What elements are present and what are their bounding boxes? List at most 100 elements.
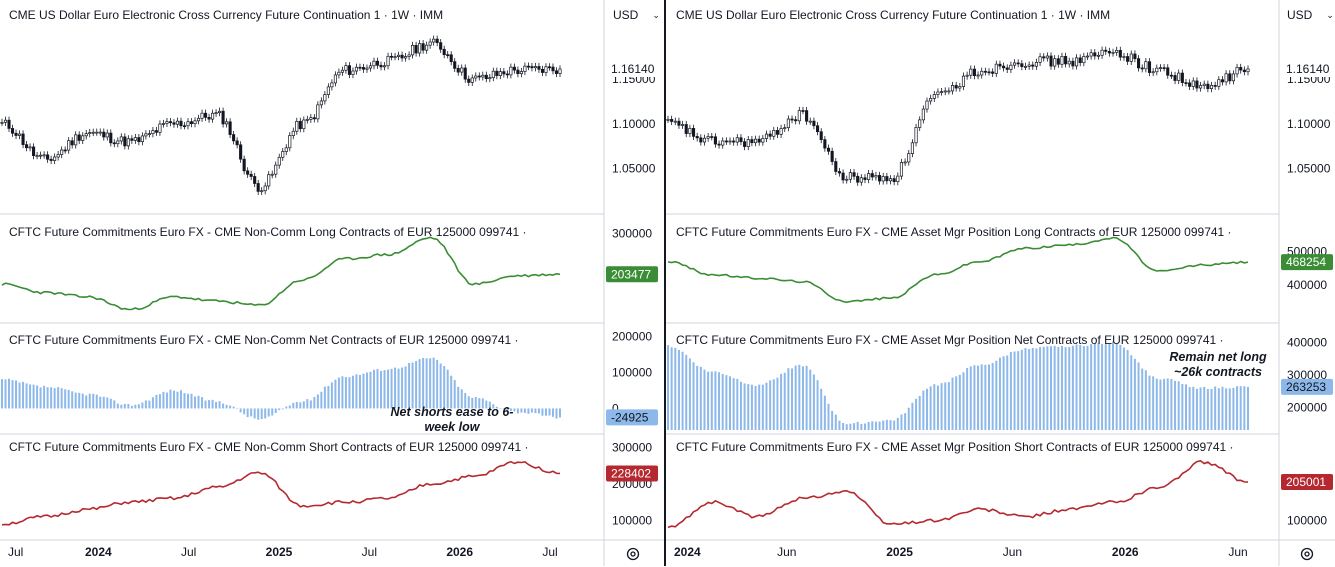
price-candle <box>1031 64 1035 67</box>
price-candle <box>154 130 158 133</box>
price-candle <box>3 119 8 123</box>
price-candle <box>309 117 313 120</box>
price-candle <box>1053 58 1057 67</box>
left-short-title: CFTC Future Commitments Euro FX - CME No… <box>9 440 529 454</box>
net-bar <box>1159 379 1162 430</box>
right-currency-selector[interactable]: USD ⌄ <box>1287 8 1334 22</box>
right-long-tick-label: 400000 <box>1287 278 1327 292</box>
price-candle <box>512 66 516 71</box>
price-candle <box>509 66 513 76</box>
price-candle <box>60 149 64 155</box>
net-bar <box>130 405 133 409</box>
price-candle <box>837 171 841 174</box>
net-bar <box>271 408 274 416</box>
price-candle <box>1104 49 1108 52</box>
price-candle <box>491 70 495 78</box>
price-candle <box>925 100 929 110</box>
net-bar <box>1046 346 1049 430</box>
net-bar <box>348 377 351 409</box>
price-candle <box>1206 83 1210 89</box>
net-bar <box>257 408 260 420</box>
left-settings-gear-icon[interactable] <box>625 546 641 562</box>
net-bar <box>863 423 866 430</box>
net-bar <box>856 421 859 430</box>
net-bar <box>102 396 105 409</box>
price-candle <box>84 133 88 137</box>
price-candle <box>1005 67 1009 70</box>
net-bar <box>74 392 77 409</box>
price-candle <box>516 69 520 75</box>
price-candle <box>710 136 714 138</box>
price-candle <box>179 120 183 127</box>
net-bar <box>911 402 914 430</box>
net-bar <box>190 393 193 409</box>
price-candle <box>867 173 871 180</box>
net-bar <box>765 382 768 430</box>
net-bar <box>915 398 918 430</box>
net-bar <box>1239 386 1242 430</box>
net-bar <box>1228 388 1231 430</box>
net-bar <box>36 385 39 409</box>
price-candle <box>249 173 253 177</box>
price-candle <box>414 45 418 54</box>
net-bar <box>464 393 467 409</box>
net-bar <box>1206 389 1209 430</box>
left-net-annotation: Net shorts ease to 6-week low <box>390 405 514 434</box>
price-candle <box>761 138 765 143</box>
net-bar <box>933 384 936 430</box>
net-bar <box>718 372 721 430</box>
right-price-tick-label: 1.10000 <box>1287 117 1331 131</box>
net-bar <box>1108 343 1111 430</box>
net-bar <box>710 371 713 430</box>
price-candle <box>1147 61 1152 73</box>
net-bar <box>376 368 379 409</box>
price-candle <box>805 110 809 122</box>
price-candle <box>1038 56 1042 63</box>
price-candle <box>1107 50 1111 54</box>
price-candle <box>1166 67 1170 76</box>
right-settings-gear-icon[interactable] <box>1299 546 1315 562</box>
price-candle <box>267 174 271 187</box>
price-candle <box>695 136 699 139</box>
price-candle <box>764 133 769 139</box>
net-bar <box>246 408 249 418</box>
price-candle <box>105 132 109 138</box>
net-bar <box>116 403 119 409</box>
price-candle <box>298 120 302 130</box>
net-bar <box>453 380 456 409</box>
chevron-down-icon: ⌄ <box>1326 9 1334 20</box>
price-candle <box>270 173 274 176</box>
price-candle <box>207 117 211 120</box>
left-price-title: CME US Dollar Euro Electronic Cross Curr… <box>9 8 444 22</box>
price-candle <box>382 65 387 68</box>
price-candle <box>484 74 488 80</box>
net-bar <box>1133 358 1136 430</box>
chevron-down-icon: ⌄ <box>652 9 660 20</box>
net-bar <box>823 395 826 430</box>
price-candle <box>1012 62 1017 66</box>
net-bar <box>1112 341 1115 430</box>
price-candle <box>365 67 369 70</box>
net-bar <box>1122 347 1125 430</box>
price-candle <box>1111 51 1115 54</box>
price-candle <box>95 131 99 134</box>
price-candle <box>330 82 334 88</box>
net-bar <box>404 366 407 409</box>
net-bar <box>432 357 435 409</box>
left-currency-selector[interactable]: USD ⌄ <box>613 8 660 22</box>
price-candle <box>940 91 944 93</box>
net-bar <box>527 408 530 414</box>
net-bar <box>1028 349 1031 430</box>
net-bar <box>127 403 130 409</box>
net-bar <box>885 419 888 430</box>
price-candle <box>885 176 889 182</box>
price-candle <box>728 140 732 143</box>
price-candle <box>1228 73 1232 82</box>
net-bar <box>798 364 801 430</box>
price-candle <box>666 118 670 121</box>
net-bar <box>155 394 158 409</box>
price-candle <box>277 156 281 166</box>
net-bar <box>958 374 961 430</box>
net-bar <box>439 363 442 409</box>
